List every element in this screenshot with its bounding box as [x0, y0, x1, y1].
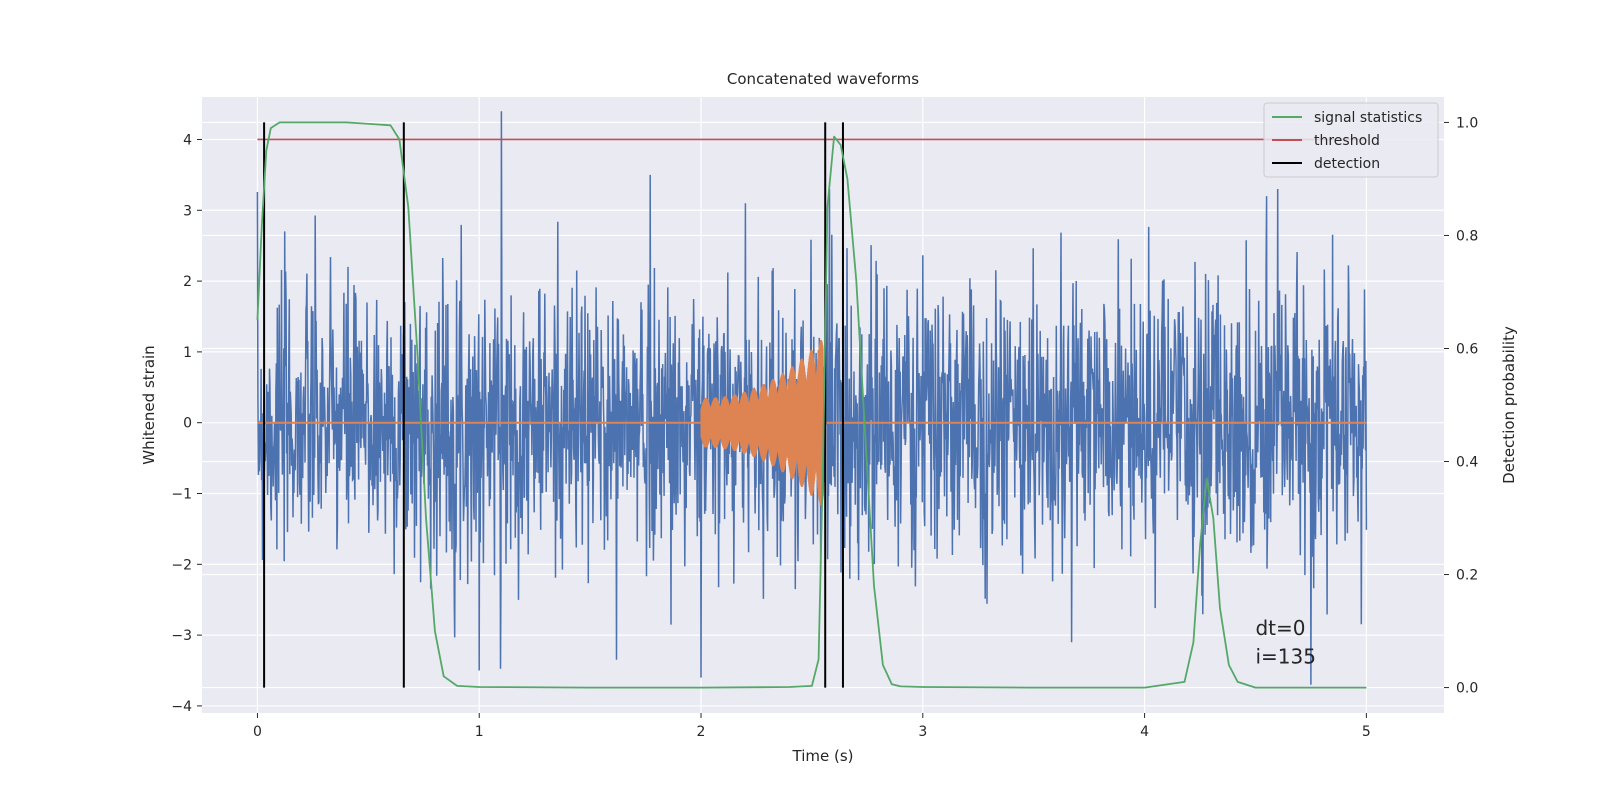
series-layer — [256, 111, 1368, 689]
y-tick-label: 2 — [183, 274, 192, 290]
y-tick-label: 4 — [183, 132, 192, 148]
x-tick-label: 4 — [1140, 724, 1149, 740]
y-tick-label: −4 — [171, 699, 192, 715]
x-tick-label: 5 — [1362, 724, 1371, 740]
chart-title: Concatenated waveforms — [727, 70, 919, 88]
y2-tick-label: 0.6 — [1456, 341, 1478, 357]
legend-label: signal statistics — [1314, 110, 1422, 126]
legend-box — [1263, 102, 1439, 178]
y2-tick-label: 1.0 — [1456, 115, 1478, 131]
y-tick-label: 0 — [183, 416, 192, 432]
y-tick-label: −2 — [171, 557, 192, 573]
axes: 0 1 2 3 4 5 −4 −3 −2 −1 0 1 2 3 4 0.0 0.2 0.4 0.6 0.8 1.0 — [171, 115, 1478, 740]
legend-label: threshold — [1314, 133, 1380, 149]
y2-tick-label: 0.0 — [1456, 681, 1478, 697]
y2-tick-label: 0.2 — [1456, 568, 1478, 584]
annotation-text: i=135 — [1255, 644, 1316, 668]
signal-statistics-line — [256, 121, 1367, 689]
x-tick-label: 2 — [697, 724, 706, 740]
y-tick-label: 1 — [183, 345, 192, 361]
y-tick-label: −1 — [171, 487, 192, 503]
y-axis-label: Whitened strain — [140, 345, 158, 464]
waveform-chirp-line — [700, 339, 824, 506]
x-axis-label: Time (s) — [792, 747, 854, 765]
legend-label: detection — [1314, 156, 1380, 172]
y-tick-label: 3 — [183, 203, 192, 219]
annotations: dt=0 i=135 — [1255, 616, 1316, 668]
annotation-text: dt=0 — [1255, 616, 1305, 640]
x-tick-label: 0 — [253, 724, 262, 740]
x-tick-label: 1 — [475, 724, 484, 740]
y2-tick-label: 0.4 — [1456, 455, 1478, 471]
y2-tick-label: 0.8 — [1456, 228, 1478, 244]
x-tick-label: 3 — [918, 724, 927, 740]
legend: signal statistics threshold detection — [1263, 102, 1439, 178]
y2-axis-label: Detection probability — [1500, 326, 1518, 484]
y-tick-label: −3 — [171, 628, 192, 644]
